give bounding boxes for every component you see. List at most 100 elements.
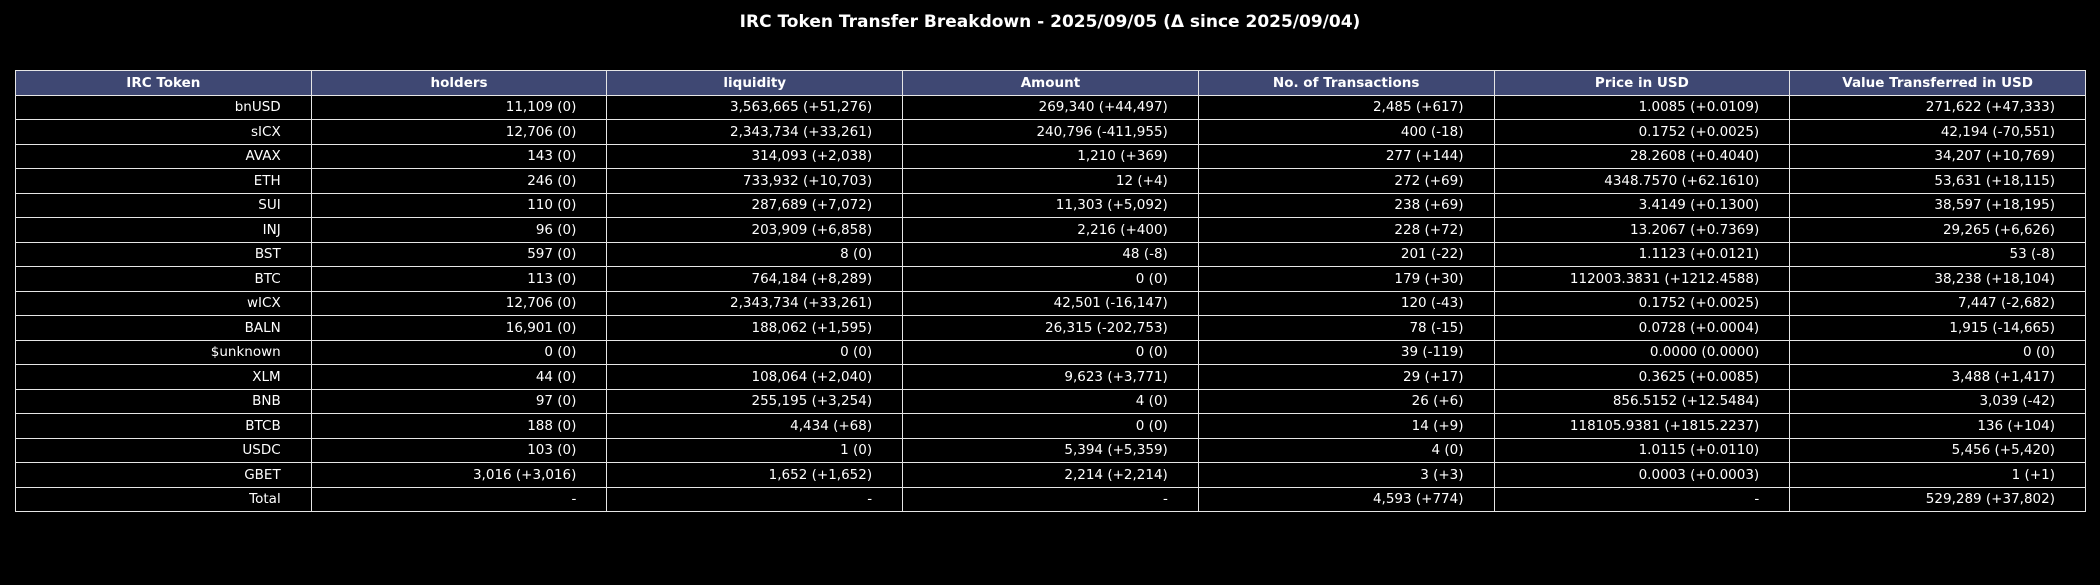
cell-price-in-usd: 0.0728 (+0.0004) <box>1493 315 1791 341</box>
table-row: BTCB 188 (0) 4,434 (+68) 0 (0) 14 (+9) 118105… <box>15 413 2086 439</box>
column-header-value-transferred-in-usd: Value Transferred in USD <box>1789 70 2086 96</box>
table-header-row: IRC Token holders liquidity Amount No. of Tr… <box>15 70 2086 96</box>
cell-value-transferred-in-usd: 3,488 (+1,417) <box>1789 364 2086 390</box>
cell-price-in-usd: 0.3625 (+0.0085) <box>1493 364 1791 390</box>
cell-liquidity: 203,909 (+6,858) <box>606 217 904 243</box>
cell-irc-token: BST <box>15 241 312 267</box>
cell-amount: 2,216 (+400) <box>902 217 1199 243</box>
cell-holders: 96 (0) <box>310 217 608 243</box>
cell-amount: 5,394 (+5,359) <box>902 437 1199 463</box>
cell-irc-token: $unknown <box>15 339 312 365</box>
cell-holders: 188 (0) <box>310 413 608 439</box>
cell-price-in-usd: 28.2608 (+0.4040) <box>1493 143 1791 169</box>
cell-holders: 16,901 (0) <box>310 315 608 341</box>
table-row: GBET 3,016 (+3,016) 1,652 (+1,652) 2,214 (+… <box>15 462 2086 488</box>
table-title: IRC Token Transfer Breakdown - 2025/09/0… <box>739 12 1361 32</box>
cell-price-in-usd: 118105.9381 (+1815.2237) <box>1493 413 1791 439</box>
table-row: ETH 246 (0) 733,932 (+10,703) 12 (+4) 272 (+… <box>15 168 2086 194</box>
cell-liquidity: 0 (0) <box>606 339 904 365</box>
cell-no-of-transactions: 3 (+3) <box>1197 462 1495 488</box>
cell-liquidity: 733,932 (+10,703) <box>606 168 904 194</box>
cell-value-transferred-in-usd: 1 (+1) <box>1789 462 2086 488</box>
cell-holders: 0 (0) <box>310 339 608 365</box>
cell-liquidity: 1 (0) <box>606 437 904 463</box>
cell-value-transferred-in-usd: 53,631 (+18,115) <box>1789 168 2086 194</box>
cell-holders: 113 (0) <box>310 266 608 292</box>
cell-price-in-usd: 4348.7570 (+62.1610) <box>1493 168 1791 194</box>
cell-holders: 110 (0) <box>310 192 608 218</box>
cell-no-of-transactions: 238 (+69) <box>1197 192 1495 218</box>
cell-amount: 0 (0) <box>902 413 1199 439</box>
cell-price-in-usd: 0.0003 (+0.0003) <box>1493 462 1791 488</box>
cell-irc-token: XLM <box>15 364 312 390</box>
cell-holders: 11,109 (0) <box>310 94 608 120</box>
cell-value-transferred-in-usd: 271,622 (+47,333) <box>1789 94 2086 120</box>
cell-holders: 97 (0) <box>310 388 608 414</box>
cell-no-of-transactions: 2,485 (+617) <box>1197 94 1495 120</box>
cell-amount: 269,340 (+44,497) <box>902 94 1199 120</box>
cell-price-in-usd: 0.0000 (0.0000) <box>1493 339 1791 365</box>
table-row: wICX 12,706 (0) 2,343,734 (+33,261) 42,501 … <box>15 290 2086 316</box>
cell-holders: 3,016 (+3,016) <box>310 462 608 488</box>
cell-no-of-transactions: 120 (-43) <box>1197 290 1495 316</box>
column-header-liquidity: liquidity <box>606 70 904 96</box>
cell-irc-token: bnUSD <box>15 94 312 120</box>
cell-no-of-transactions: 400 (-18) <box>1197 119 1495 145</box>
cell-liquidity: 314,093 (+2,038) <box>606 143 904 169</box>
cell-irc-token: wICX <box>15 290 312 316</box>
cell-price-in-usd: 13.2067 (+0.7369) <box>1493 217 1791 243</box>
cell-price-in-usd: 1.0085 (+0.0109) <box>1493 94 1791 120</box>
cell-value-transferred-in-usd: 3,039 (-42) <box>1789 388 2086 414</box>
cell-price-in-usd: 0.1752 (+0.0025) <box>1493 119 1791 145</box>
cell-irc-token: Total <box>15 486 312 512</box>
column-header-irc-token: IRC Token <box>15 70 312 96</box>
cell-no-of-transactions: 179 (+30) <box>1197 266 1495 292</box>
cell-amount: 9,623 (+3,771) <box>902 364 1199 390</box>
cell-liquidity: 4,434 (+68) <box>606 413 904 439</box>
cell-holders: 103 (0) <box>310 437 608 463</box>
cell-irc-token: USDC <box>15 437 312 463</box>
cell-price-in-usd: 0.1752 (+0.0025) <box>1493 290 1791 316</box>
table-row: INJ 96 (0) 203,909 (+6,858) 2,216 (+400) 228… <box>15 217 2086 243</box>
cell-price-in-usd: - <box>1493 486 1791 512</box>
cell-holders: 12,706 (0) <box>310 119 608 145</box>
cell-amount: 240,796 (-411,955) <box>902 119 1199 145</box>
table-row: bnUSD 11,109 (0) 3,563,665 (+51,276) 269,34… <box>15 94 2086 120</box>
table-row: XLM 44 (0) 108,064 (+2,040) 9,623 (+3,771) 2… <box>15 364 2086 390</box>
cell-no-of-transactions: 201 (-22) <box>1197 241 1495 267</box>
table-row: SUI 110 (0) 287,689 (+7,072) 11,303 (+5,092… <box>15 192 2086 218</box>
cell-value-transferred-in-usd: 38,238 (+18,104) <box>1789 266 2086 292</box>
cell-value-transferred-in-usd: 34,207 (+10,769) <box>1789 143 2086 169</box>
table-row: $unknown 0 (0) 0 (0) 0 (0) 39 (-119) 0.0000 (… <box>15 339 2086 365</box>
cell-no-of-transactions: 39 (-119) <box>1197 339 1495 365</box>
cell-value-transferred-in-usd: 136 (+104) <box>1789 413 2086 439</box>
cell-price-in-usd: 1.1123 (+0.0121) <box>1493 241 1791 267</box>
cell-amount: 2,214 (+2,214) <box>902 462 1199 488</box>
cell-irc-token: BNB <box>15 388 312 414</box>
table-row: Total - - -4,593 (+774) -529,289 (+37,802) <box>15 486 2086 512</box>
cell-no-of-transactions: 4,593 (+774) <box>1197 486 1495 512</box>
transfer-breakdown-table: IRC Token holders liquidity Amount No. of Tr… <box>15 70 2086 512</box>
cell-liquidity: 2,343,734 (+33,261) <box>606 290 904 316</box>
cell-no-of-transactions: 272 (+69) <box>1197 168 1495 194</box>
cell-irc-token: BALN <box>15 315 312 341</box>
cell-price-in-usd: 112003.3831 (+1212.4588) <box>1493 266 1791 292</box>
cell-amount: 0 (0) <box>902 339 1199 365</box>
cell-value-transferred-in-usd: 38,597 (+18,195) <box>1789 192 2086 218</box>
cell-no-of-transactions: 78 (-15) <box>1197 315 1495 341</box>
cell-holders: 143 (0) <box>310 143 608 169</box>
cell-liquidity: 8 (0) <box>606 241 904 267</box>
cell-price-in-usd: 1.0115 (+0.0110) <box>1493 437 1791 463</box>
cell-irc-token: BTC <box>15 266 312 292</box>
cell-amount: 12 (+4) <box>902 168 1199 194</box>
table-row: BALN 16,901 (0) 188,062 (+1,595) 26,315 (-2… <box>15 315 2086 341</box>
cell-amount: 1,210 (+369) <box>902 143 1199 169</box>
cell-value-transferred-in-usd: 7,447 (-2,682) <box>1789 290 2086 316</box>
cell-value-transferred-in-usd: 29,265 (+6,626) <box>1789 217 2086 243</box>
cell-value-transferred-in-usd: 53 (-8) <box>1789 241 2086 267</box>
cell-value-transferred-in-usd: 1,915 (-14,665) <box>1789 315 2086 341</box>
column-header-holders: holders <box>310 70 608 96</box>
cell-amount: 4 (0) <box>902 388 1199 414</box>
cell-no-of-transactions: 277 (+144) <box>1197 143 1495 169</box>
table-row: AVAX 143 (0) 314,093 (+2,038) 1,210 (+369) 2… <box>15 143 2086 169</box>
